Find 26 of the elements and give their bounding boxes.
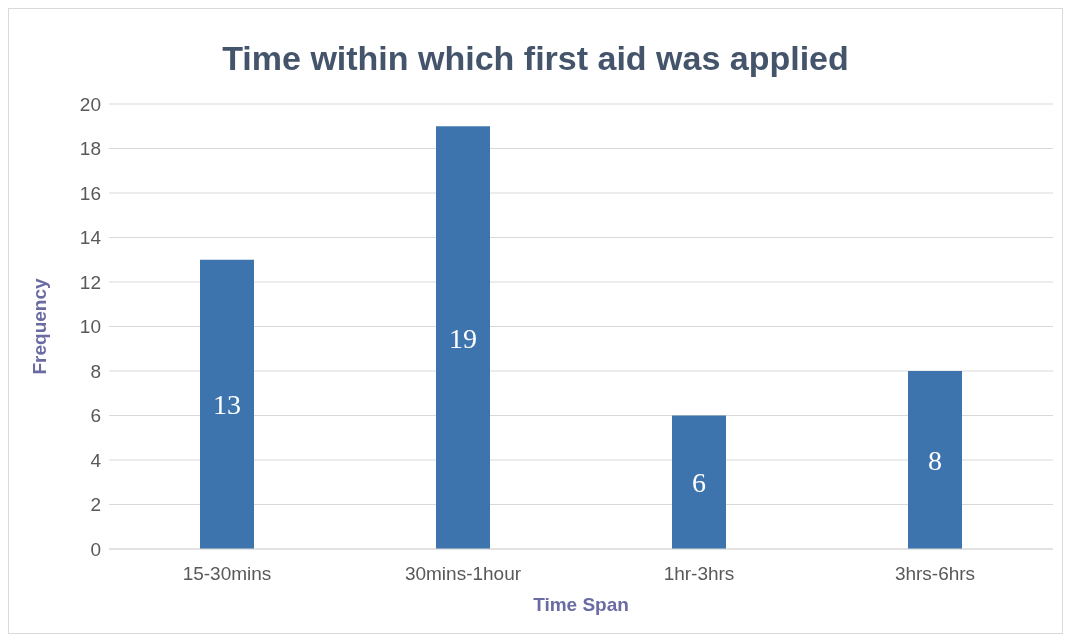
x-axis-title: Time Span: [533, 594, 629, 615]
y-tick-label: 18: [79, 138, 101, 160]
x-tick-label: 30mins-1hour: [404, 563, 522, 585]
bar: [200, 259, 254, 549]
y-tick-label: 12: [79, 271, 101, 293]
bar: [436, 126, 490, 549]
data-label: 6: [692, 467, 706, 499]
data-label: 13: [213, 389, 241, 421]
data-label: 19: [449, 322, 477, 354]
y-tick-label: 10: [79, 316, 101, 338]
bar: [908, 371, 962, 549]
x-tick-label: 3hrs-6hrs: [894, 563, 976, 585]
bar: [672, 415, 726, 549]
x-tick-label: 15-30mins: [182, 563, 272, 585]
y-tick-label: 6: [90, 405, 101, 427]
chart-title: Time within which first aid was applied: [221, 39, 850, 79]
y-tick-label: 14: [79, 227, 102, 249]
y-tick-label: 20: [79, 93, 101, 115]
x-tick-label: 1hr-3hrs: [663, 563, 735, 585]
y-tick-label: 4: [90, 449, 102, 471]
y-tick-label: 2: [90, 494, 101, 516]
y-tick-label: 8: [90, 360, 101, 382]
y-tick-label: 16: [79, 182, 101, 204]
data-label: 8: [928, 444, 942, 476]
y-tick-label: 0: [90, 538, 101, 560]
y-axis-title: Frequency: [28, 278, 50, 375]
